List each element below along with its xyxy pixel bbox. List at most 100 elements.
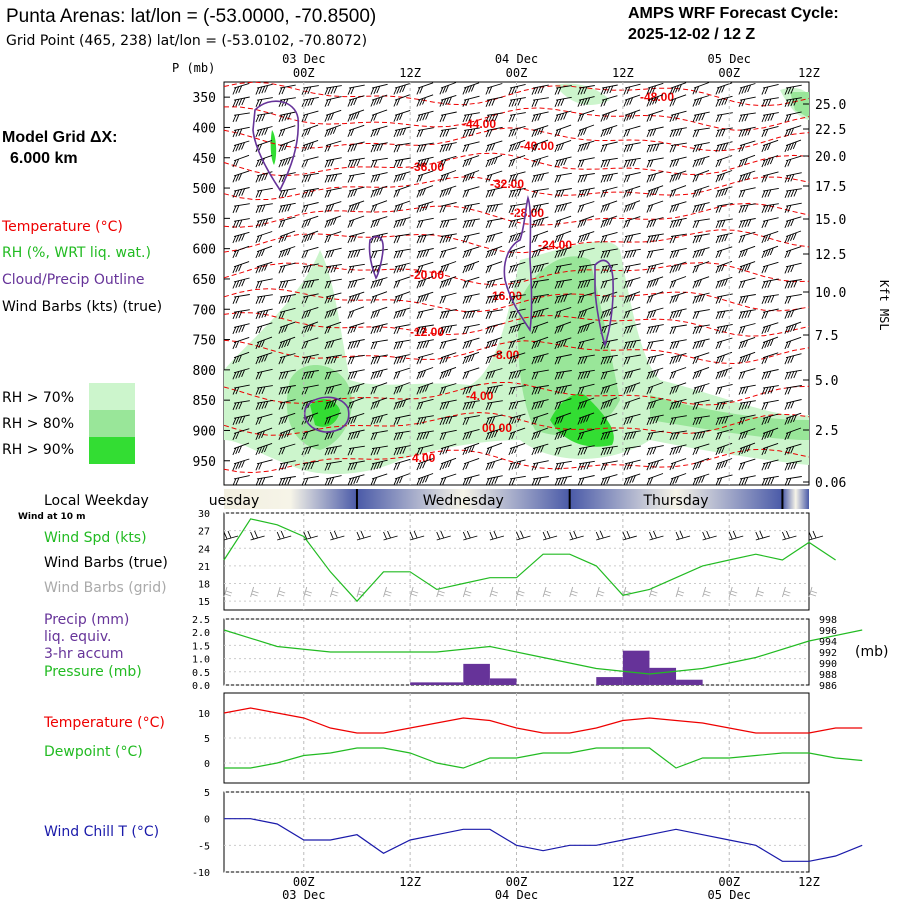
wind-barb [439,155,457,168]
wind-barb [531,97,549,107]
wind-barb [623,157,641,168]
wind-barb [508,171,526,183]
wind-barb [232,245,250,259]
wind-barb [646,171,664,183]
grid-point-label: Grid Point (465, 238) lat/lon = (-53.010… [6,33,367,49]
wind-barb [577,96,595,107]
bottom-time-label: 00Z [718,875,740,889]
wind-barb [255,294,273,304]
wind-barb [393,291,411,304]
wind-barb [439,429,457,441]
wind-barb [347,460,365,471]
legend-wind-chill: Wind Chill T (°C) [44,824,159,840]
wind-barb-grid [276,586,286,598]
wind-barb [649,530,664,541]
wind-barb [623,368,641,380]
wind-barb [623,248,641,259]
wind-speed-line [223,518,836,603]
wind-barb [347,354,365,365]
wind-barb [669,170,687,183]
wind-barb [531,476,549,486]
wind-barb [393,94,411,107]
wind-barb [416,233,434,244]
wind-barb-grid [728,586,738,598]
wind-barb [669,127,687,138]
wind-barb [301,156,319,168]
wind-barb [669,276,687,289]
p-axis-label: P (mb) [172,61,215,75]
wind-barb [623,354,641,365]
wind-barb [278,460,296,471]
wind-barb [692,233,710,244]
wind-barb [646,414,664,426]
wind-barb [738,154,756,168]
pressure-tick-label: 500 [193,182,216,197]
wind-barb [439,170,457,183]
legend-liq: liq. equiv. [44,629,111,645]
wind-barb [383,530,398,541]
wind-barb [485,351,503,365]
wind-barb [462,170,480,183]
wind-barb [738,458,756,471]
wind-barb [347,474,365,486]
wind-barb [738,351,756,365]
rh-region [518,256,620,436]
wind-barb [356,530,372,541]
wind-barb [692,429,710,441]
wind-barb [416,127,434,138]
wind-barb [347,306,365,319]
wind-barb [347,84,365,95]
wind-barb-grid [675,586,685,598]
wind-barb [278,246,296,259]
wind-barb [715,276,733,289]
bottom-date-label: 05 Dec [708,888,751,900]
wind-barb [577,338,595,350]
pressure-tick-label: 450 [193,152,216,167]
wind-barb [738,277,756,289]
wind-barb [255,154,273,168]
wind-barb [439,292,457,304]
wind-barb [485,245,503,259]
wind-barb [439,218,457,229]
wind-barb [393,473,411,486]
wind-barb [531,111,549,123]
wind-barb-grid [303,586,312,598]
wind-barb [600,354,618,365]
wind-barb [393,200,411,213]
wind-barb [462,367,480,380]
wind-barb [554,398,572,410]
wind-barb [489,530,505,541]
wind-barb [462,383,480,395]
wind-barb [600,397,618,410]
wind-barb [439,338,457,350]
temperature-line [223,707,863,734]
pressure-tick-label: 986 [819,681,837,692]
wind-barb [370,323,388,335]
wind-barb [784,336,802,350]
wind-barb [393,367,411,380]
wind-barb [554,412,572,425]
wind-barb [784,399,802,410]
wind-barb [462,293,480,304]
wind-barb [301,475,319,486]
wind-barb [600,412,618,425]
wind-barb [761,112,779,123]
wind-barb [462,337,480,350]
wind-barb [516,530,531,541]
precip-bar [463,663,490,685]
wind-barb [784,216,802,228]
wind-barb [485,277,503,289]
wind-barb [738,83,756,95]
wind-barb [278,307,296,319]
wind-barb [347,445,365,456]
wind-barb [370,354,388,365]
wind-barb [692,383,710,395]
wind-barb [232,351,250,365]
wind-barb [439,324,457,335]
wind-barb [462,428,480,441]
wind-barb [692,185,710,198]
wind-barb [462,218,480,229]
wind-barb [715,232,733,244]
wind-barb-grid [329,586,339,598]
wind-barb [278,230,296,243]
